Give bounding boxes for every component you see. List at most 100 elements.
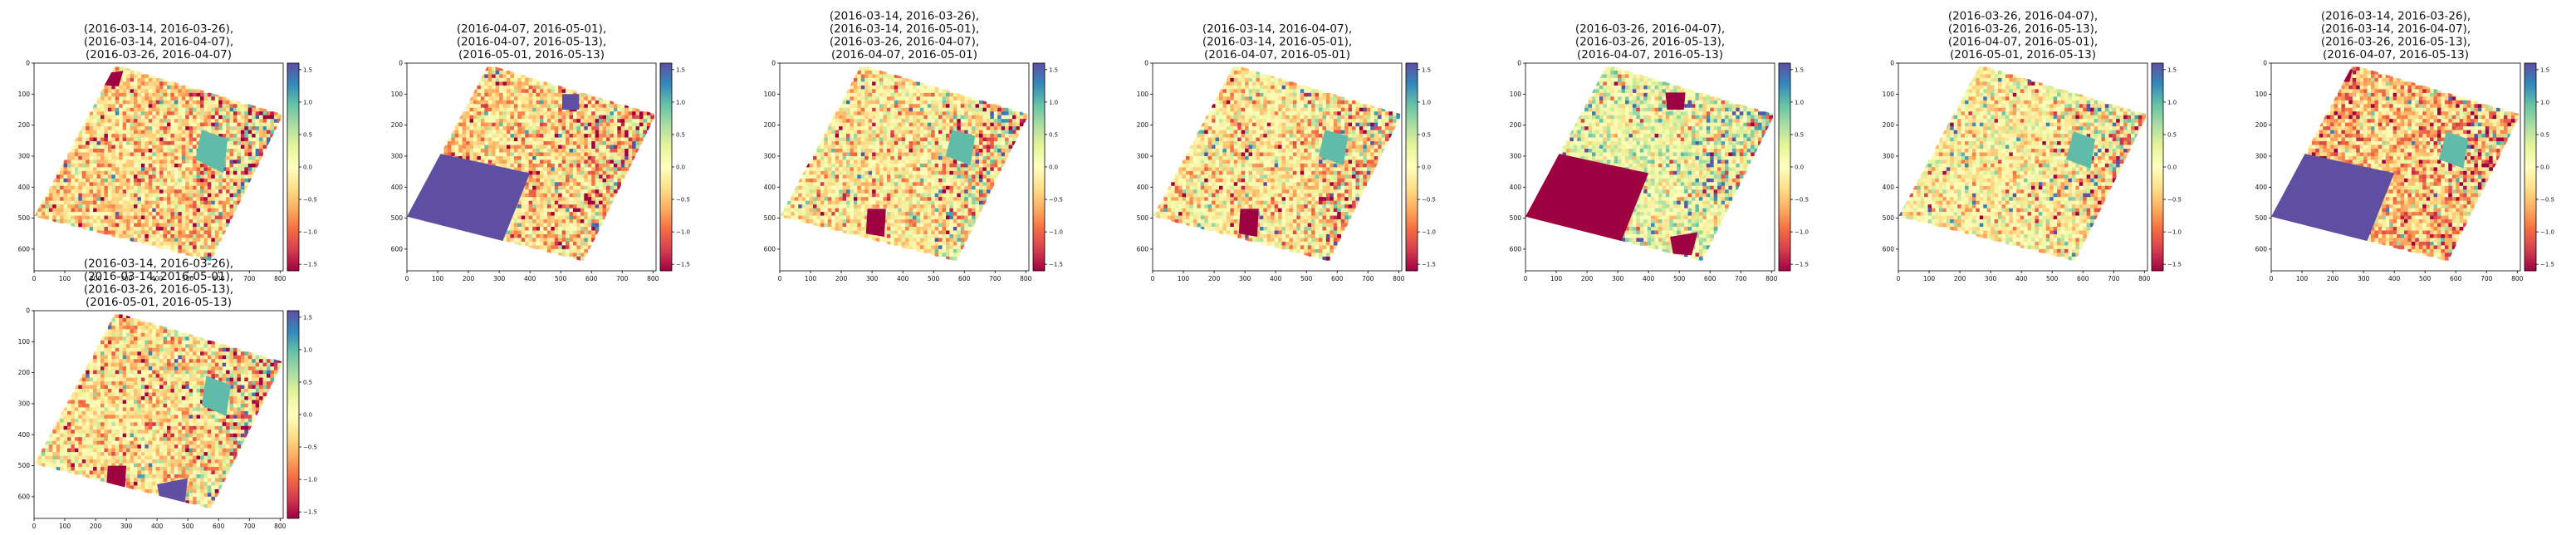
heatmap-image xyxy=(780,66,1028,261)
colorbar: 1.5 1.0 0.5 0.0 −0.5 −1.0 −1.5 xyxy=(1032,62,1063,272)
y-tick-label: 200 xyxy=(764,121,776,129)
y-tick-label: 0 xyxy=(26,60,30,67)
saturated-region xyxy=(2271,153,2395,247)
colorbar-tick-label: −1.5 xyxy=(2540,262,2554,268)
colorbar-tick-label: 0.5 xyxy=(303,379,312,385)
x-tick-label: 400 xyxy=(524,275,536,282)
y-tick-label: 400 xyxy=(1510,184,1522,191)
subplot-title-line: (2016-03-26, 2016-04-07), xyxy=(1575,22,1725,36)
x-tick-label: 0 xyxy=(1151,275,1155,282)
x-tick-label: 100 xyxy=(805,275,817,282)
y-tick-label: 100 xyxy=(2255,91,2268,98)
heatmap-image xyxy=(407,66,655,261)
saturated-region xyxy=(1665,92,1686,110)
x-tick-label: 800 xyxy=(274,275,286,282)
subplot-title-line: (2016-04-07, 2016-05-01), xyxy=(457,22,606,36)
x-tick-label: 600 xyxy=(213,275,225,282)
x-tick-label: 0 xyxy=(1897,275,1901,282)
y-tick-label: 400 xyxy=(1883,184,1895,191)
y-tick-label: 0 xyxy=(1517,60,1521,67)
subplot-title-line: (2016-04-07, 2016-05-01) xyxy=(1204,48,1350,61)
x-tick-label: 800 xyxy=(647,275,659,282)
x-tick-label: 400 xyxy=(151,523,164,530)
axes-frame xyxy=(406,62,657,272)
colorbar-tick-label: 1.0 xyxy=(1795,99,1804,106)
colorbar-tick-label: 0.5 xyxy=(1422,131,1431,138)
subplot-title-line: (2016-03-26, 2016-05-13), xyxy=(1948,22,2098,36)
y-tick-label: 300 xyxy=(1510,152,1522,160)
x-tick-label: 800 xyxy=(2138,275,2151,282)
x-tick-label: 700 xyxy=(243,275,256,282)
y-tick-label: 400 xyxy=(18,431,31,439)
saturated-region xyxy=(106,465,127,491)
y-tick-label: 600 xyxy=(391,245,404,253)
saturated-region xyxy=(2065,131,2095,169)
x-tick-label: 400 xyxy=(1270,275,1282,282)
x-tick-label: 300 xyxy=(2358,275,2370,282)
x-tick-label: 100 xyxy=(432,275,444,282)
x-tick-label: 200 xyxy=(463,275,475,282)
y-tick-label: 0 xyxy=(1890,60,1894,67)
colorbar-tick-label: 0.5 xyxy=(2167,131,2177,138)
subplot-title-line: (2016-03-26, 2016-05-13), xyxy=(2321,36,2471,49)
subplot-title-line: (2016-03-14, 2016-04-07), xyxy=(2321,22,2471,36)
x-tick-label: 600 xyxy=(1704,275,1717,282)
subplot-2: (2016-04-07, 2016-05-01),(2016-04-07, 20… xyxy=(391,22,690,282)
x-tick-label: 600 xyxy=(213,523,225,530)
colorbar-tick-label: −1.5 xyxy=(1049,262,1063,268)
colorbar-tick-label: 0.5 xyxy=(2540,131,2549,138)
x-tick-label: 200 xyxy=(90,523,102,530)
heatmap-image xyxy=(1153,66,1401,261)
colorbar-tick-label: −1.5 xyxy=(303,262,317,268)
x-tick-label: 400 xyxy=(2015,275,2028,282)
y-tick-label: 0 xyxy=(399,60,403,67)
y-tick-label: 500 xyxy=(18,462,31,469)
x-tick-label: 600 xyxy=(585,275,598,282)
y-tick-label: 100 xyxy=(1510,91,1522,98)
saturated-region xyxy=(1238,209,1259,237)
axes-frame xyxy=(33,310,284,519)
x-tick-label: 100 xyxy=(2296,275,2309,282)
x-tick-label: 200 xyxy=(1954,275,1966,282)
x-tick-label: 800 xyxy=(274,523,286,530)
y-tick-label: 200 xyxy=(1510,121,1522,129)
colorbar-tick-label: 1.5 xyxy=(676,66,685,73)
subplot-title-line: (2016-03-26, 2016-05-13), xyxy=(1575,36,1725,49)
subplot-title-line: (2016-03-14, 2016-05-01), xyxy=(84,270,233,283)
y-tick-label: 300 xyxy=(18,400,31,407)
colorbar-tick-label: 1.5 xyxy=(2540,66,2549,73)
colorbar: 1.5 1.0 0.5 0.0 −0.5 −1.0 −1.5 xyxy=(286,310,317,519)
y-tick-label: 200 xyxy=(2255,121,2268,129)
subplot-6: (2016-03-26, 2016-04-07),(2016-03-26, 20… xyxy=(1883,10,2182,283)
saturated-region xyxy=(562,94,580,110)
colorbar-tick-label: −1.0 xyxy=(303,477,317,483)
x-tick-label: 700 xyxy=(2481,275,2493,282)
axes-frame xyxy=(33,62,284,272)
x-tick-label: 600 xyxy=(1331,275,1344,282)
colorbar-tick-label: 1.0 xyxy=(303,99,312,106)
x-tick-label: 100 xyxy=(1178,275,1190,282)
colorbar: 1.5 1.0 0.5 0.0 −0.5 −1.0 −1.5 xyxy=(2524,62,2554,272)
subplot-title-line: (2016-03-14, 2016-03-26), xyxy=(2321,10,2471,23)
axes-frame xyxy=(2270,62,2521,272)
x-tick-label: 300 xyxy=(120,523,133,530)
subplot-title-line: (2016-03-14, 2016-04-07), xyxy=(1202,22,1352,36)
x-tick-label: 200 xyxy=(1581,275,1594,282)
y-tick-label: 0 xyxy=(1144,60,1148,67)
y-tick-label: 200 xyxy=(18,121,31,129)
colorbar-tick-label: 0.5 xyxy=(676,131,685,138)
x-tick-label: 300 xyxy=(493,275,506,282)
saturated-region xyxy=(157,478,189,503)
x-tick-label: 800 xyxy=(1020,275,1032,282)
x-tick-label: 500 xyxy=(2419,275,2432,282)
subplot-title-line: (2016-03-26, 2016-04-07), xyxy=(1948,10,2098,23)
x-tick-label: 400 xyxy=(151,275,164,282)
x-tick-label: 600 xyxy=(2450,275,2462,282)
y-tick-label: 300 xyxy=(18,152,31,160)
axes-frame xyxy=(1525,62,1775,272)
subplot-title-line: (2016-03-14, 2016-03-26), xyxy=(84,22,233,36)
subplot-title-line: (2016-04-07, 2016-05-13), xyxy=(457,36,606,49)
colorbar-tick-label: −1.0 xyxy=(1049,229,1063,236)
colorbar-tick-label: 1.5 xyxy=(1795,66,1804,73)
x-tick-label: 700 xyxy=(243,523,256,530)
